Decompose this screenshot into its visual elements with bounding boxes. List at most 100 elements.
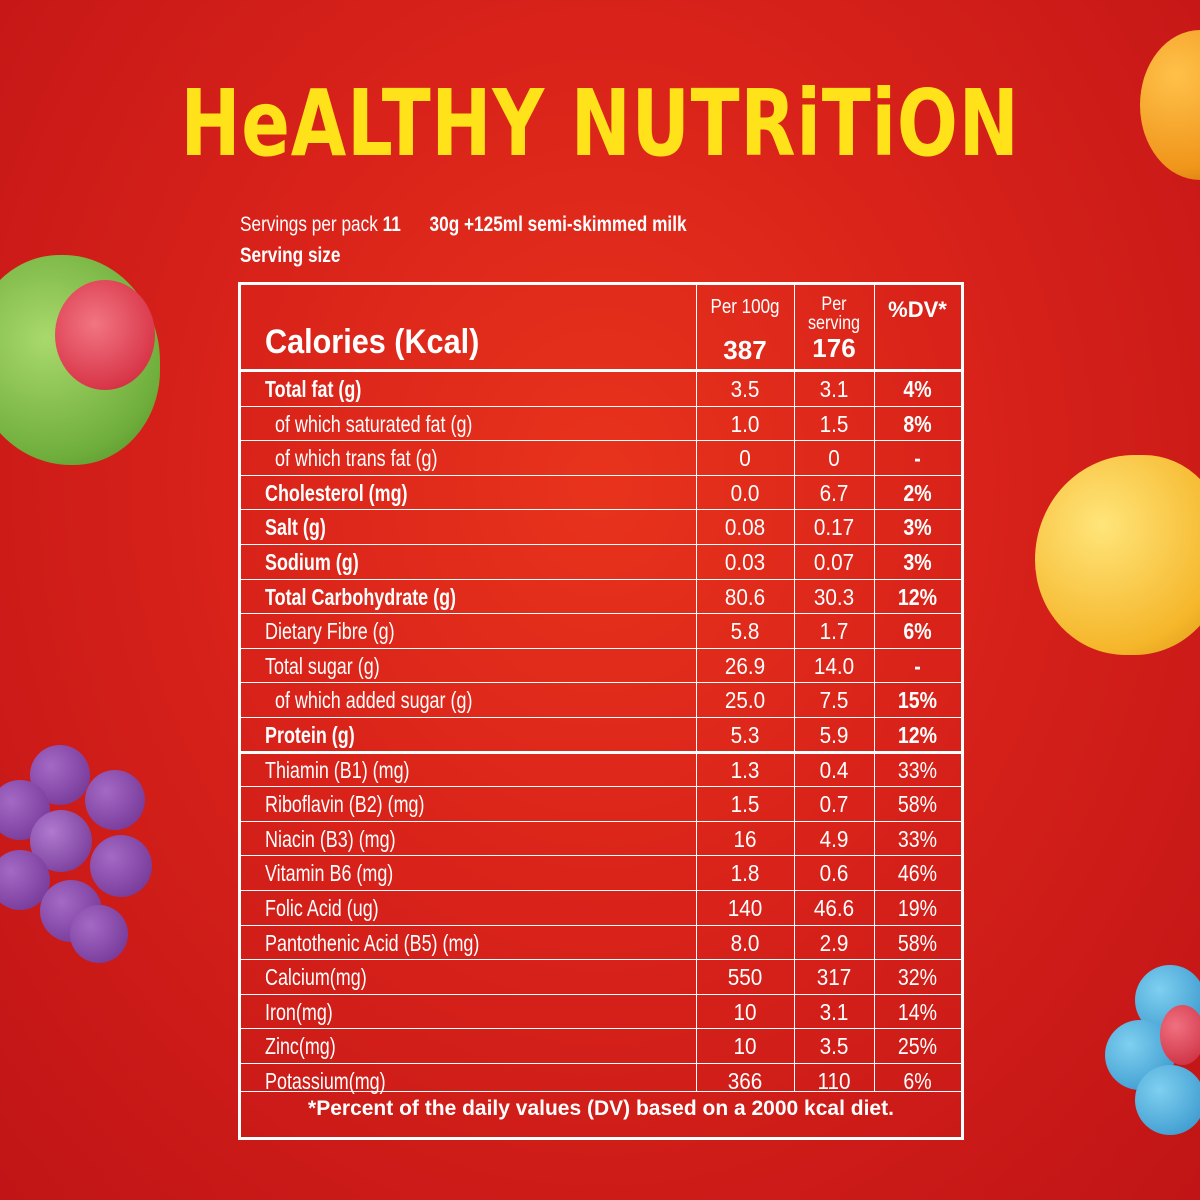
value-dv: 15% [897,687,938,714]
table-row: of which added sugar (g) 25.0 7.5 15% [241,683,961,718]
value-per100g: 366 [727,1067,763,1094]
table-row: Total sugar (g) 26.9 14.0 - [241,649,961,684]
page-title: HeALTHY NUTRiTiON [180,70,1020,177]
nutrient-name: Folic Acid (ug) [265,894,379,921]
table-row: Folic Acid (ug) 140 46.6 19% [241,891,961,926]
value-per-serving: 5.9 [819,721,849,748]
nutrient-name: Total fat (g) [265,376,362,402]
servings-per-pack-value: 11 [382,213,401,236]
value-per100g: 80.6 [724,583,766,610]
value-per-serving: 30.3 [813,583,855,610]
value-dv: - [914,652,921,679]
value-dv: 58% [897,929,938,956]
value-per-serving: 2.9 [819,929,849,956]
table-row: Cholesterol (mg) 0.0 6.7 2% [241,476,961,511]
value-per100g: 550 [727,964,763,991]
per100g-label: Per 100g [710,296,780,318]
nutrient-name: Cholesterol (mg) [265,479,408,506]
nutrient-name: Calcium(mg) [265,964,367,991]
value-per-serving: 7.5 [819,687,849,714]
value-dv: 14% [897,998,938,1025]
value-dv: 12% [897,583,938,610]
value-per-serving: 3.1 [819,998,849,1025]
watermelon-cereal-center [55,280,155,390]
servings-per-pack: Servings per pack 11 30g +125ml semi-ski… [240,213,687,237]
value-dv: 8% [903,410,932,437]
nutrient-name: Zinc(mg) [265,1033,336,1060]
column-divider [874,285,875,1091]
value-dv: - [914,445,921,472]
value-per100g: 0.08 [724,514,766,541]
dv-label: %DV* [888,297,947,322]
col-per100g-header: Per 100g 387 [696,297,794,363]
value-dv: 33% [897,756,938,783]
nutrient-name: Iron(mg) [265,998,333,1025]
table-row: Calcium(mg) 550 317 32% [241,960,961,995]
nutrient-name: Vitamin B6 (mg) [265,860,394,887]
footnote: *Percent of the daily values (DV) based … [308,1097,894,1120]
calories-per-serving: 176 [812,333,856,363]
value-per100g: 0.03 [724,548,766,575]
column-divider [794,285,795,1091]
value-per100g: 140 [727,894,763,921]
per-serving-label-line1: Per [821,294,847,315]
value-per100g: 3.5 [730,376,760,402]
value-per-serving: 3.5 [819,1033,849,1060]
nutrient-name: of which saturated fat (g) [265,410,473,437]
calories-per100g: 387 [723,335,767,365]
table-row: Riboflavin (B2) (mg) 1.5 0.7 58% [241,787,961,822]
table-row: Dietary Fibre (g) 5.8 1.7 6% [241,614,961,649]
value-dv: 3% [903,514,932,541]
value-per100g: 0.0 [730,479,760,506]
nutrition-table: Calories (Kcal) Per 100g 387 Per serving… [238,282,964,1140]
value-dv: 33% [897,825,938,852]
value-per-serving: 3.1 [819,376,849,402]
nutrient-name: Protein (g) [265,721,355,748]
table-row: Thiamin (B1) (mg) 1.3 0.4 33% [241,753,961,788]
value-dv: 2% [903,479,932,506]
value-per-serving: 1.5 [819,410,849,437]
col-per-serving-header: Per serving 176 [794,295,874,361]
value-per-serving: 0 [828,445,840,472]
value-per100g: 1.3 [730,756,760,783]
table-row: of which trans fat (g) 0 0 - [241,441,961,476]
serving-size-label: Serving size [240,244,341,267]
table-row: Vitamin B6 (mg) 1.8 0.6 46% [241,856,961,891]
value-per100g: 8.0 [730,929,760,956]
value-dv: 6% [903,1067,932,1094]
value-per-serving: 1.7 [819,618,849,645]
serving-description: 30g +125ml semi-skimmed milk [429,213,687,236]
table-row: Pantothenic Acid (B5) (mg) 8.0 2.9 58% [241,926,961,961]
table-row: Potassium(mg) 366 110 6% [241,1064,961,1099]
value-dv: 32% [897,964,938,991]
nutrient-name: Thiamin (B1) (mg) [265,756,410,783]
value-per-serving: 0.17 [813,514,855,541]
value-per100g: 25.0 [724,687,766,714]
footer-divider [241,1091,961,1092]
table-row: Protein (g) 5.3 5.9 12% [241,718,961,754]
value-per100g: 0 [739,445,751,472]
value-dv: 25% [897,1033,938,1060]
table-row: Niacin (B3) (mg) 16 4.9 33% [241,822,961,857]
nutrient-name: Dietary Fibre (g) [265,618,395,645]
table-row: Iron(mg) 10 3.1 14% [241,995,961,1030]
calories-label: Calories (Kcal) [265,323,480,361]
value-per100g: 5.8 [730,618,760,645]
nutrient-name: Total sugar (g) [265,652,380,679]
orange-cereal-piece [1140,30,1200,180]
nutrient-name: of which trans fat (g) [265,445,438,472]
value-per-serving: 46.6 [813,894,855,921]
value-per-serving: 110 [817,1067,851,1094]
value-dv: 3% [903,548,932,575]
nutrient-name: Riboflavin (B2) (mg) [265,791,425,818]
value-dv: 12% [897,721,938,748]
value-per-serving: 0.7 [819,791,849,818]
value-dv: 19% [897,894,938,921]
value-per-serving: 0.6 [819,860,849,887]
per-serving-label-line2: serving [807,313,861,334]
value-per100g: 1.0 [730,410,760,437]
nutrient-name: Salt (g) [265,514,326,541]
nutrient-rows: Total fat (g) 3.5 3.1 4% of which saturated… [241,372,961,1098]
blue-cereal-flower [1105,965,1200,1165]
table-row: Sodium (g) 0.03 0.07 3% [241,545,961,580]
